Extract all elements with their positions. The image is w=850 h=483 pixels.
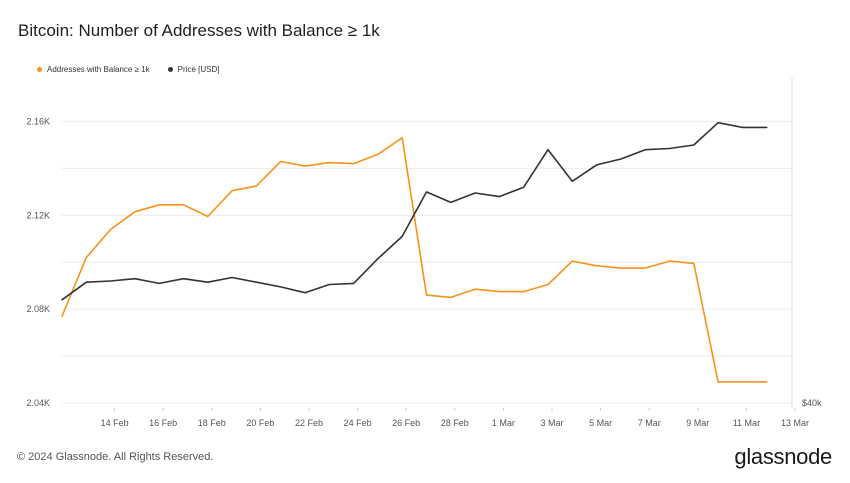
x-tick-label: 22 Feb — [295, 418, 323, 428]
legend-marker-price — [167, 67, 173, 72]
series-line-addresses — [61, 137, 768, 383]
legend-item-addresses[interactable]: Addresses with Balance ≥ 1k — [37, 65, 150, 74]
legend-label-addresses: Addresses with Balance ≥ 1k — [47, 65, 150, 74]
glassnode-logo: glassnode — [734, 444, 832, 469]
x-tick-label: 9 Mar — [686, 418, 709, 428]
x-tick-label: 18 Feb — [198, 418, 226, 428]
x-tick-label: 3 Mar — [540, 418, 563, 428]
x-tick-label: 28 Feb — [441, 418, 469, 428]
y-tick-label: 2.12K — [26, 210, 50, 220]
series-line-price — [61, 121, 768, 301]
legend-item-price[interactable]: Price [USD] — [167, 65, 220, 74]
chart-title: Bitcoin: Number of Addresses with Balanc… — [18, 21, 380, 40]
x-tick-label: 14 Feb — [101, 418, 129, 428]
x-tick-label: 7 Mar — [638, 418, 661, 428]
y-tick-label: 2.16K — [26, 117, 50, 127]
x-tick-label: 5 Mar — [589, 418, 612, 428]
legend-label-price: Price [USD] — [177, 65, 220, 74]
x-tick-label: 24 Feb — [344, 418, 372, 428]
y-right-tick-label: $40k — [802, 398, 822, 408]
x-tick-label: 13 Mar — [781, 418, 809, 428]
x-tick-label: 1 Mar — [492, 418, 515, 428]
y-tick-label: 2.04K — [26, 398, 50, 408]
y-tick-label: 2.08K — [26, 304, 50, 314]
legend-marker-addresses — [37, 67, 42, 72]
x-tick-label: 11 Mar — [733, 418, 760, 428]
x-tick-label: 20 Feb — [246, 418, 274, 428]
x-tick-label: 26 Feb — [392, 418, 420, 428]
chart-legend: Addresses with Balance ≥ 1k Price [USD] — [37, 65, 219, 74]
x-tick-label: 16 Feb — [149, 418, 177, 428]
copyright-text: © 2024 Glassnode. All Rights Reserved. — [17, 451, 214, 463]
